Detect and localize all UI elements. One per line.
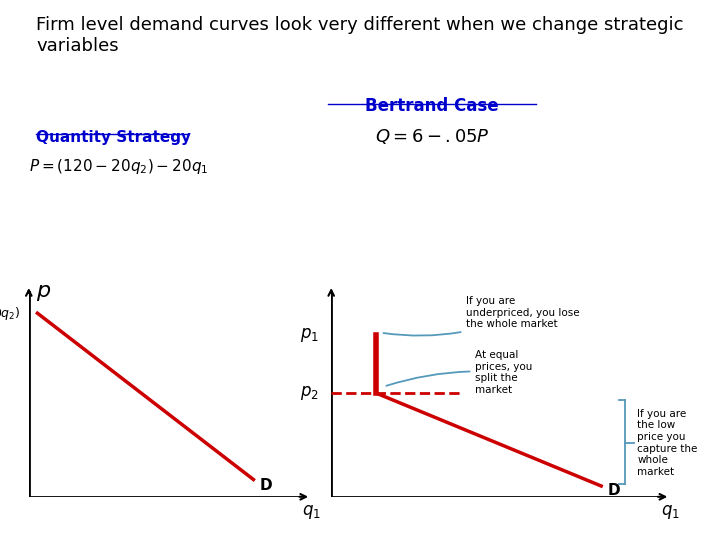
Text: $p_2$: $p_2$ [300,384,319,402]
Text: $q_1$: $q_1$ [661,503,680,521]
Text: Bertrand Case: Bertrand Case [365,97,499,115]
Text: $(120 - 20q_2)$: $(120 - 20q_2)$ [0,305,20,322]
Text: D: D [607,483,620,498]
Text: If you are
underpriced, you lose
the whole market: If you are underpriced, you lose the who… [384,296,580,336]
Text: D: D [259,478,272,494]
Text: $q_1$: $q_1$ [302,503,320,521]
Text: Quantity Strategy: Quantity Strategy [36,130,191,145]
Text: $P = (120 - 20q_2) - 20q_1$: $P = (120 - 20q_2) - 20q_1$ [29,157,208,176]
Text: $Q = 6 - .05P$: $Q = 6 - .05P$ [374,127,490,146]
Text: Firm level demand curves look very different when we change strategic
variables: Firm level demand curves look very diffe… [36,16,683,55]
Text: If you are
the low
price you
capture the
whole
market: If you are the low price you capture the… [637,409,698,477]
Text: $p_1$: $p_1$ [300,326,319,344]
Text: $p$: $p$ [35,281,51,302]
Text: At equal
prices, you
split the
market: At equal prices, you split the market [387,350,533,395]
